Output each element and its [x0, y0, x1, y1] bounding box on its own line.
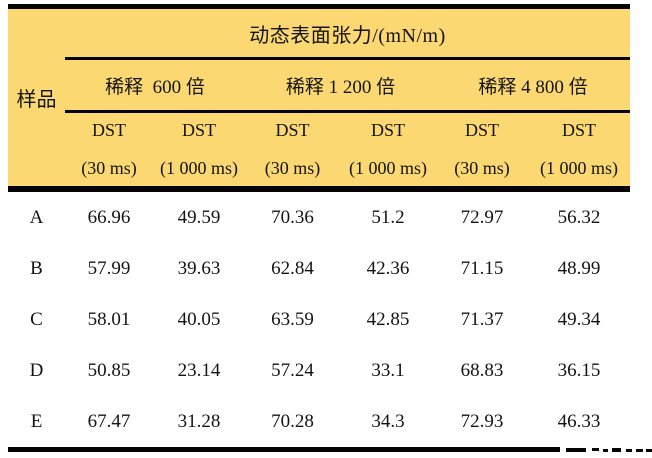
table-row: C 58.01 40.05 63.59 42.85 71.37 49.34	[8, 294, 630, 345]
value-cell: 71.37	[460, 308, 504, 330]
value-cell: 72.93	[460, 410, 504, 432]
value-cell: 46.33	[557, 410, 601, 432]
value-cell: 42.36	[366, 257, 410, 279]
scan-artifact-dash	[612, 448, 621, 452]
sample-column-header: 样品	[16, 89, 57, 111]
group-header-dilution-1200: 稀释 1 200 倍	[285, 76, 396, 98]
scan-artifact-dash	[626, 449, 632, 452]
scan-artifact-dash	[603, 449, 608, 452]
column-header-line2: (30 ms)	[81, 158, 137, 178]
column-header-line2: (1 000 ms)	[349, 158, 427, 178]
column-header-line1: DST	[91, 120, 126, 140]
header-divider-line	[65, 110, 630, 113]
column-header-line2: (1 000 ms)	[160, 158, 238, 178]
column-header-dst-1000ms: DST (1 000 ms)	[153, 113, 245, 186]
value-cell: 39.63	[177, 257, 221, 279]
scan-artifact-dash	[646, 449, 652, 452]
value-cell: 67.47	[87, 410, 131, 432]
column-header-line1: DST	[370, 120, 405, 140]
column-header-dst-1000ms: DST (1 000 ms)	[340, 113, 436, 186]
value-cell: 50.85	[87, 359, 131, 381]
dynamic-surface-tension-table: 样品 动态表面张力/(mN/m) 稀释 600 倍 稀释 1 200 倍 稀释 …	[8, 4, 630, 447]
header-bottom-border	[8, 186, 630, 192]
scan-artifact-dash	[636, 449, 643, 452]
column-header-dst-1000ms: DST (1 000 ms)	[528, 113, 630, 186]
value-cell: 71.15	[460, 257, 504, 279]
column-header-dst-30ms: DST (30 ms)	[436, 113, 528, 186]
value-cell: 49.34	[557, 308, 601, 330]
value-cell: 23.14	[177, 359, 221, 381]
table-row: A 66.96 49.59 70.36 51.2 72.97 56.32	[8, 192, 630, 243]
column-header-line2: (30 ms)	[264, 158, 321, 178]
value-cell: 51.2	[371, 206, 405, 228]
table-row: D 50.85 23.14 57.24 33.1 68.83 36.15	[8, 345, 630, 396]
value-cell: 63.59	[271, 308, 314, 330]
value-cell: 57.24	[271, 359, 314, 381]
table-bottom-border	[8, 447, 560, 452]
scan-artifact-dash	[592, 448, 599, 451]
sample-cell: C	[30, 308, 43, 330]
header-divider-line	[65, 57, 630, 60]
table-title: 动态表面张力/(mN/m)	[249, 24, 446, 47]
value-cell: 34.3	[371, 410, 405, 432]
value-cell: 66.96	[87, 206, 131, 228]
sample-cell: E	[30, 410, 43, 432]
table-top-border	[8, 4, 630, 9]
group-header-dilution-4800: 稀释 4 800 倍	[478, 76, 588, 98]
sample-cell: A	[29, 206, 44, 228]
column-header-line1: DST	[561, 120, 596, 140]
table-body: A 66.96 49.59 70.36 51.2 72.97 56.32 B 5…	[8, 192, 630, 447]
column-header-line1: DST	[181, 120, 216, 140]
column-header-dst-30ms: DST (30 ms)	[245, 113, 340, 186]
group-header-dilution-600: 稀释 600 倍	[105, 76, 205, 98]
column-header-line2: (30 ms)	[454, 158, 510, 178]
value-cell: 62.84	[271, 257, 314, 279]
value-cell: 33.1	[371, 359, 405, 381]
value-cell: 42.85	[366, 308, 410, 330]
table-header: 样品 动态表面张力/(mN/m) 稀释 600 倍 稀释 1 200 倍 稀释 …	[8, 9, 630, 186]
column-header-line2: (1 000 ms)	[540, 158, 618, 178]
value-cell: 57.99	[87, 257, 131, 279]
column-header-dst-30ms: DST (30 ms)	[65, 113, 153, 186]
value-cell: 36.15	[557, 359, 601, 381]
value-cell: 68.83	[460, 359, 504, 381]
value-cell: 40.05	[177, 308, 221, 330]
value-cell: 58.01	[87, 308, 131, 330]
value-cell: 31.28	[177, 410, 221, 432]
sample-cell: B	[30, 257, 43, 279]
value-cell: 70.36	[271, 206, 314, 228]
column-header-line1: DST	[464, 120, 499, 140]
scan-artifact-dash	[566, 448, 586, 452]
value-cell: 56.32	[557, 206, 601, 228]
sample-cell: D	[29, 359, 44, 381]
value-cell: 72.97	[460, 206, 504, 228]
value-cell: 49.59	[177, 206, 221, 228]
value-cell: 70.28	[271, 410, 314, 432]
table-row: B 57.99 39.63 62.84 42.36 71.15 48.99	[8, 243, 630, 294]
value-cell: 48.99	[557, 257, 601, 279]
column-header-line1: DST	[275, 120, 310, 140]
table-row: E 67.47 31.28 70.28 34.3 72.93 46.33	[8, 396, 630, 447]
